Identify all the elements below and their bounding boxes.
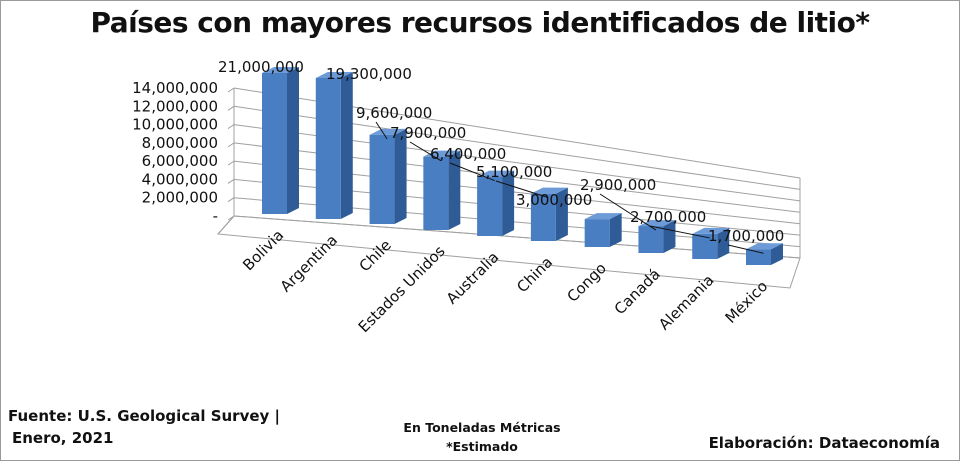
leader-line xyxy=(409,141,442,162)
bar-top-9 xyxy=(692,227,730,234)
data-label: 7,900,000 xyxy=(390,124,466,142)
bar-3 xyxy=(369,134,395,224)
y-tick-label: 8,000,000 xyxy=(142,134,218,152)
bar-side-7 xyxy=(609,213,622,247)
leader-line xyxy=(449,162,495,182)
x-tick-label: Congo xyxy=(563,259,610,306)
bar-side-1 xyxy=(287,67,299,214)
floor-edge xyxy=(217,215,235,235)
bar-side-3 xyxy=(394,128,407,224)
x-tick-label: China xyxy=(513,253,556,296)
source-line-1: Fuente: U.S. Geological Survey | xyxy=(8,407,280,425)
y-tick-label: 10,000,000 xyxy=(132,116,218,134)
x-tick-label: Australia xyxy=(443,248,503,308)
bar-1 xyxy=(262,73,287,214)
y-tick-label: 14,000,000 xyxy=(132,79,218,97)
bar-2 xyxy=(315,78,341,219)
data-label: 2,700,000 xyxy=(630,208,706,226)
x-tick-label: Canadá xyxy=(611,265,664,318)
y-tick-mark xyxy=(227,142,235,148)
bar-top-5 xyxy=(477,170,515,177)
bar-top-2 xyxy=(315,72,353,78)
source-note: Fuente: U.S. Geological Survey | Enero, … xyxy=(8,405,280,449)
x-tick-label: Chile xyxy=(356,236,395,275)
data-label: 6,400,000 xyxy=(430,145,506,163)
leader-line xyxy=(495,180,549,199)
y-tick-label: - xyxy=(213,207,218,225)
bar-side-10 xyxy=(771,243,783,265)
y-tick-label: 6,000,000 xyxy=(142,152,218,170)
bar-side-2 xyxy=(340,72,353,219)
bar-side-8 xyxy=(663,220,676,253)
bar-6 xyxy=(530,193,556,241)
data-label: 19,300,000 xyxy=(326,65,412,83)
chart-title: Países con mayores recursos identificado… xyxy=(90,6,870,39)
source-line-2: Enero, 2021 xyxy=(12,429,114,447)
bar-7 xyxy=(584,219,610,247)
bar-top-3 xyxy=(369,128,407,135)
units-line-1: En Toneladas Métricas xyxy=(403,420,561,435)
data-label: 1,700,000 xyxy=(708,227,784,245)
y-tick-mark xyxy=(227,215,235,221)
bar-side-6 xyxy=(555,187,568,241)
y-tick-mark xyxy=(227,197,235,203)
bar-side-4 xyxy=(448,150,461,230)
y-tick-mark xyxy=(227,160,235,166)
y-tick-mark xyxy=(227,124,235,129)
y-tick-mark xyxy=(227,105,235,111)
bar-9 xyxy=(692,233,718,259)
bar-top-1 xyxy=(262,67,299,73)
bar-top-7 xyxy=(584,213,622,220)
y-tick-label: 2,000,000 xyxy=(142,189,218,207)
data-label: 5,100,000 xyxy=(476,163,552,181)
bar-10 xyxy=(746,249,771,265)
data-label: 2,900,000 xyxy=(580,176,656,194)
data-label: 21,000,000 xyxy=(218,58,304,76)
y-tick-mark xyxy=(227,87,235,93)
bar-side-9 xyxy=(717,227,730,259)
units-note: En Toneladas Métricas *Estimado xyxy=(380,418,584,456)
units-line-2: *Estimado xyxy=(446,439,518,454)
x-tick-label: México xyxy=(722,277,772,327)
bar-5 xyxy=(477,176,503,236)
credit-note: Elaboración: Dataeconomía xyxy=(708,434,940,452)
bar-8 xyxy=(638,226,664,253)
bar-4 xyxy=(423,156,449,230)
data-label: 9,600,000 xyxy=(356,104,432,122)
x-tick-label: Alemania xyxy=(655,271,717,333)
bar-top-6 xyxy=(530,187,568,194)
leader-line xyxy=(599,193,657,231)
leader-line xyxy=(727,244,764,254)
bar-top-10 xyxy=(746,243,783,250)
data-label: 3,000,000 xyxy=(516,191,592,209)
bar-side-5 xyxy=(502,170,515,236)
y-tick-label: 4,000,000 xyxy=(142,170,218,188)
leader-line xyxy=(649,225,710,239)
leader-line xyxy=(375,121,388,140)
y-tick-mark xyxy=(227,179,235,184)
y-tick-label: 12,000,000 xyxy=(132,97,218,115)
x-tick-label: Bolivia xyxy=(239,226,287,274)
